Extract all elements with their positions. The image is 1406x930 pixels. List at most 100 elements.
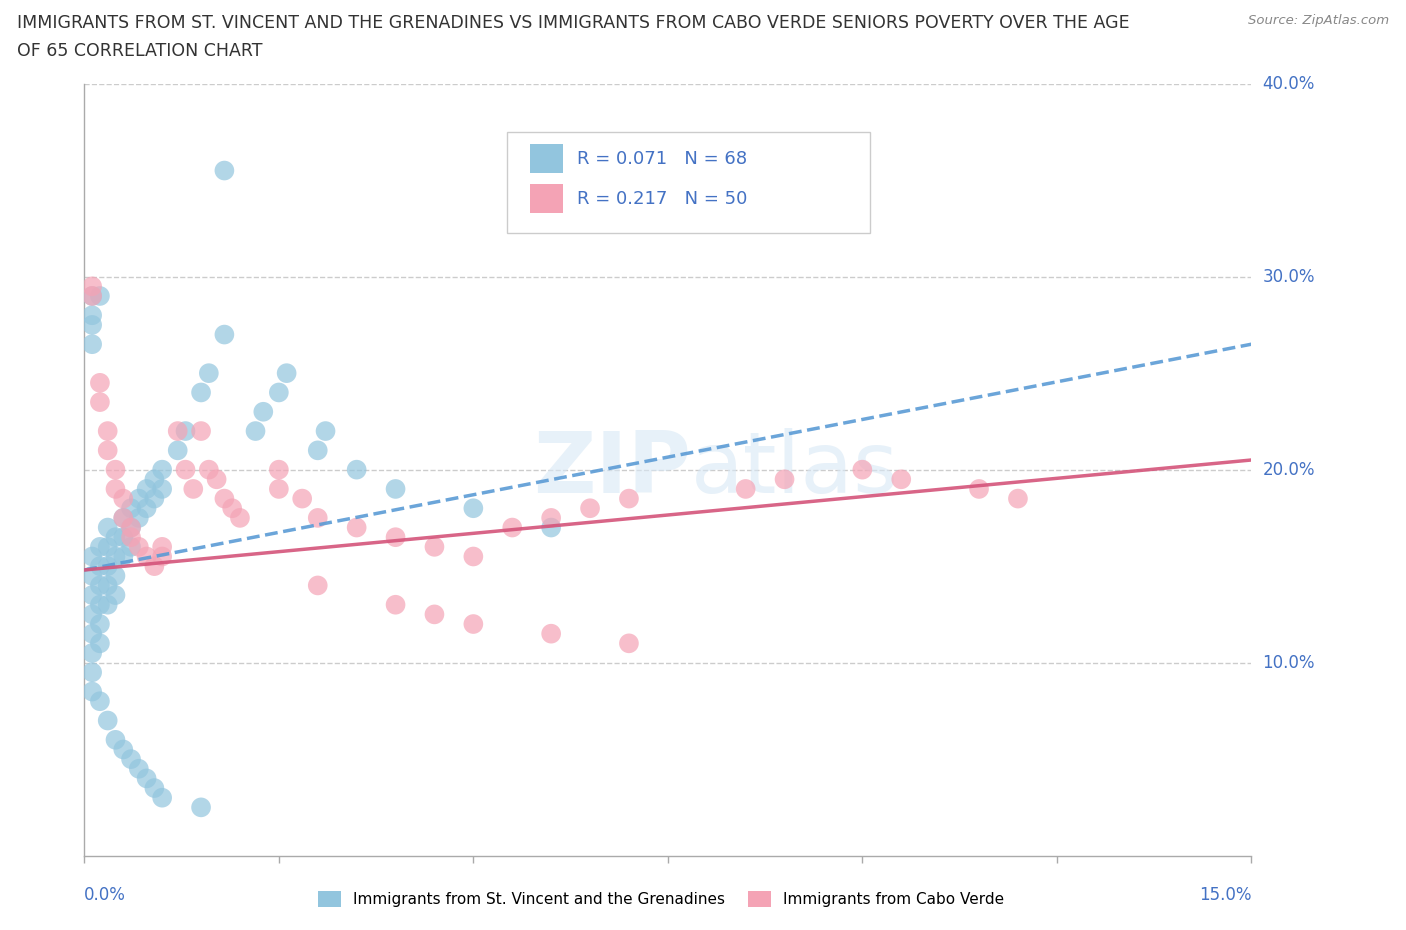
Point — [97, 443, 120, 458]
Point — [104, 733, 127, 748]
Point — [423, 539, 446, 554]
Point — [104, 568, 127, 583]
Point — [276, 365, 298, 380]
Point — [214, 163, 236, 178]
Point — [851, 462, 873, 477]
Point — [97, 713, 120, 728]
Point — [82, 549, 104, 564]
Point — [128, 762, 150, 777]
Point — [221, 500, 243, 515]
Text: R = 0.217   N = 50: R = 0.217 N = 50 — [576, 190, 747, 207]
Point — [82, 288, 104, 303]
Point — [120, 520, 142, 535]
Point — [346, 462, 368, 477]
Point — [82, 308, 104, 323]
Point — [214, 327, 236, 342]
FancyBboxPatch shape — [530, 144, 562, 173]
Point — [104, 462, 127, 477]
Point — [112, 742, 135, 757]
Text: IMMIGRANTS FROM ST. VINCENT AND THE GRENADINES VS IMMIGRANTS FROM CABO VERDE SEN: IMMIGRANTS FROM ST. VINCENT AND THE GREN… — [17, 14, 1129, 32]
Point — [463, 617, 485, 631]
Point — [307, 511, 329, 525]
Point — [150, 539, 173, 554]
Point — [540, 626, 562, 641]
Point — [540, 520, 562, 535]
Point — [104, 482, 127, 497]
Point — [97, 520, 120, 535]
Text: atlas: atlas — [692, 428, 900, 512]
Point — [120, 520, 142, 535]
Point — [82, 607, 104, 622]
Point — [229, 511, 252, 525]
Point — [190, 800, 212, 815]
Point — [135, 500, 157, 515]
Text: 10.0%: 10.0% — [1263, 654, 1315, 671]
Text: 15.0%: 15.0% — [1199, 886, 1251, 904]
Point — [89, 636, 111, 651]
Point — [89, 617, 111, 631]
Point — [181, 482, 204, 497]
Point — [135, 482, 157, 497]
Point — [104, 588, 127, 603]
Point — [267, 462, 290, 477]
Point — [97, 539, 120, 554]
Point — [104, 530, 127, 545]
Point — [267, 482, 290, 497]
Point — [1007, 491, 1029, 506]
Point — [143, 780, 166, 795]
Text: OF 65 CORRELATION CHART: OF 65 CORRELATION CHART — [17, 42, 263, 60]
Point — [384, 482, 406, 497]
Point — [579, 500, 602, 515]
Point — [89, 288, 111, 303]
Point — [150, 790, 173, 805]
Point — [384, 530, 406, 545]
Point — [174, 462, 197, 477]
Point — [120, 539, 142, 554]
Point — [120, 751, 142, 766]
Point — [307, 578, 329, 593]
Point — [143, 472, 166, 486]
Point — [128, 491, 150, 506]
Point — [143, 491, 166, 506]
Text: 40.0%: 40.0% — [1263, 74, 1315, 93]
Point — [97, 424, 120, 439]
Point — [174, 424, 197, 439]
Point — [104, 549, 127, 564]
Point — [97, 597, 120, 612]
Point — [82, 288, 104, 303]
Text: R = 0.071   N = 68: R = 0.071 N = 68 — [576, 150, 747, 167]
Text: 0.0%: 0.0% — [84, 886, 127, 904]
Point — [112, 491, 135, 506]
Point — [82, 337, 104, 352]
Text: 30.0%: 30.0% — [1263, 268, 1315, 286]
Point — [89, 376, 111, 391]
Point — [315, 424, 337, 439]
Point — [128, 539, 150, 554]
Point — [82, 317, 104, 332]
Point — [82, 568, 104, 583]
Point — [291, 491, 314, 506]
Point — [97, 559, 120, 574]
Point — [128, 511, 150, 525]
Point — [617, 636, 640, 651]
Point — [112, 511, 135, 525]
Point — [346, 520, 368, 535]
Point — [773, 472, 796, 486]
Point — [890, 472, 912, 486]
Point — [150, 462, 173, 477]
Point — [82, 684, 104, 699]
Point — [82, 665, 104, 680]
Point — [166, 443, 188, 458]
Point — [120, 530, 142, 545]
Point — [112, 530, 135, 545]
Point — [245, 424, 267, 439]
Point — [135, 549, 157, 564]
Point — [150, 482, 173, 497]
Point — [423, 607, 446, 622]
Point — [97, 578, 120, 593]
Point — [463, 549, 485, 564]
FancyBboxPatch shape — [530, 184, 562, 213]
Point — [89, 539, 111, 554]
Point — [135, 771, 157, 786]
Point — [143, 559, 166, 574]
